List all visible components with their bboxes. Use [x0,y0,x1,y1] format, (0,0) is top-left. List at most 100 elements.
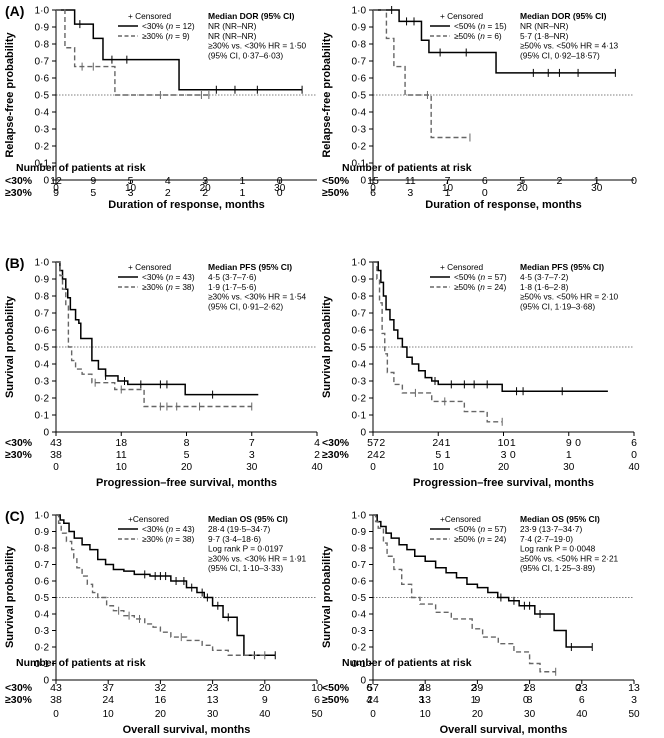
legend-series-label: ≥50% (n = 24) [454,282,507,292]
risk-count: 4 [165,175,171,187]
risk-count: 3 [631,694,637,706]
y-axis-label: Survival probability [321,295,333,398]
risk-count: 4 [314,437,320,449]
risk-count: 1 [471,694,477,706]
legend-stat-line: (95% CI, 1·19–3·68) [520,301,595,311]
legend-stat-line: 5·7 (1·8–NR) [520,31,569,41]
risk-count: 1 [240,187,246,199]
risk-count: 7 [445,175,451,187]
y-tick-label: 0 [43,428,49,439]
risk-count: 13 [419,694,431,706]
km-curve-low [373,514,593,648]
y-tick-label: 0 [360,428,366,439]
km-curve-low [373,9,616,74]
y-tick-label: 0·7 [352,560,367,571]
legend-stat-line: 1·9 (1·7–5·6) [208,282,257,292]
risk-count: 11 [405,175,416,187]
risk-count: 9 [262,694,268,706]
legend-censored: + Censored [440,11,484,21]
km-curve-low [56,9,303,91]
panel-label: (A) [5,3,24,19]
risk-count: 2 [418,682,424,694]
risk-count: 3 [202,175,208,187]
y-tick-label: 0·6 [352,326,367,337]
risk-row-label: ≥50% [322,187,349,199]
risk-count: 18 [115,437,127,449]
x-tick-label: 20 [200,183,212,194]
risk-count: 2 [314,449,320,461]
x-tick-label: 10 [103,709,115,720]
risk-count: 6 [482,175,488,187]
risk-count: 0 [277,187,283,199]
chart-panel-2: 0 0·1 0·2 0·3 0·4 0·5 0·6 0·7 0·8 0·9 1·0 Relapse-f… [321,6,637,212]
legend-censored: +Censored [128,514,169,524]
y-tick-label: 0·1 [352,159,367,170]
y-tick-label: 0·9 [35,527,50,538]
km-curve-low [56,514,276,656]
legend-header: Median DOR (95% CI) [520,11,607,21]
risk-count: 13 [207,694,219,706]
risk-row-label: ≥50% [322,694,349,706]
risk-table: Number of patients at risk<50% 57 48 39 28 23… [322,657,640,706]
km-curve-high [373,261,503,423]
legend-stat-line: 28·4 (19·5–34·7) [208,524,271,534]
legend: + Censored Median PFS (95% CI) <30% (n = 4… [118,262,307,311]
risk-count: 3 [128,187,134,199]
km-curve-low [373,261,608,392]
risk-count: 57 [367,682,379,694]
risk-table: <30% 43 18 8 7 4 2 1 1 0≥30% 38 11 5 3 2 2 1 0 [5,437,581,461]
risk-row-label: <30% [322,437,350,449]
legend-stat-line: ≥30% vs. <30% HR = 1·54 [208,292,307,302]
x-tick-label: 40 [628,462,640,473]
y-tick-label: 0·9 [352,275,367,286]
risk-count: 5 [90,187,96,199]
x-tick-label: 10 [420,709,432,720]
risk-count: 0 [575,682,581,694]
y-tick-label: 0·4 [352,610,367,621]
y-tick-label: 0·2 [352,394,367,405]
legend-stat-line: (95% CI, 0·92–18·57) [520,50,600,60]
risk-count: 1 [445,437,451,449]
risk-count: 6 [366,682,372,694]
risk-count: 2 [471,682,477,694]
y-tick-label: 0·6 [35,326,50,337]
y-tick-label: 0·5 [352,593,367,604]
risk-count: 2 [379,437,385,449]
risk-count: 5 [435,449,441,461]
risk-count: 24 [432,437,444,449]
y-axis-label: Relapse-free probability [321,31,333,157]
risk-row-label: <30% [5,437,33,449]
legend-header: Median DOR (95% CI) [208,11,295,21]
risk-count: 9 [474,694,480,706]
legend: + Censored Median DOR (95% CI) <30% (n = 1… [118,11,307,60]
risk-count: 6 [314,694,320,706]
risk-count: 15 [367,175,379,187]
y-tick-label: 0 [360,176,366,187]
risk-count: 3 [418,694,424,706]
risk-count: 11 [116,449,127,461]
x-tick-label: 30 [591,183,603,194]
y-tick-label: 0·9 [35,23,50,34]
risk-count: 3 [249,449,255,461]
y-tick-label: 0·2 [352,643,367,654]
risk-count: 0 [631,449,637,461]
legend-stat-line: NR (NR–NR) [208,21,257,31]
risk-count: 5 [128,175,134,187]
y-tick-label: 0·9 [352,23,367,34]
y-tick-label: 1·0 [352,258,367,269]
y-tick-label: 0·1 [35,659,50,670]
risk-table: Number of patients at risk<50% 15 11 7 6 5 2 1 0… [322,162,637,199]
km-curve-low [56,261,259,396]
risk-table: Number of patients at risk<30% 43 37 32 23 20… [5,657,581,706]
risk-row-label: ≥30% [5,187,32,199]
risk-count: 2 [202,187,208,199]
risk-count: 0 [631,175,637,187]
risk-count: 1 [445,449,451,461]
y-tick-label: 0·8 [352,40,367,51]
risk-count: 28 [524,682,536,694]
legend-series-label: <50% (n = 57) [454,524,507,534]
y-tick-label: 0·3 [352,626,367,637]
y-tick-label: 1·0 [35,511,50,522]
